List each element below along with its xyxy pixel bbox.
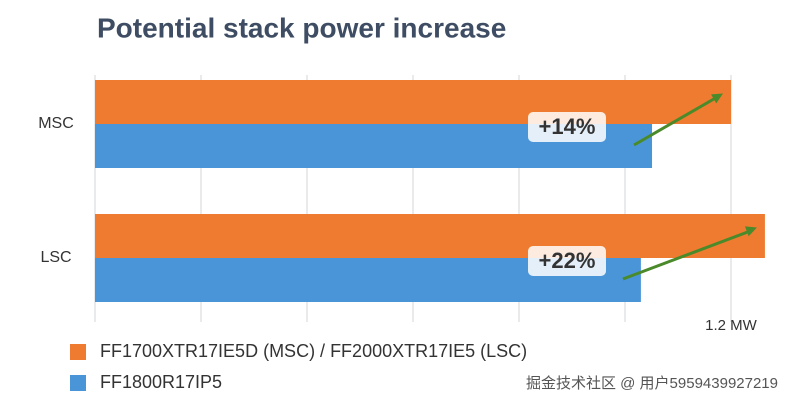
- arrow-head: [744, 226, 757, 237]
- y-tick-label: LSC: [40, 249, 71, 266]
- legend-swatch: [70, 344, 86, 360]
- legend-label: FF1700XTR17IE5D (MSC) / FF2000XTR17IE5 (…: [100, 341, 527, 361]
- chart-title: Potential stack power increase: [97, 12, 506, 43]
- legend-label: FF1800R17IP5: [100, 372, 222, 392]
- arrow-head: [711, 93, 723, 104]
- annotation-box: [528, 246, 606, 276]
- annotation: +22%: [539, 248, 596, 273]
- x-tick-label: 1.2 MW: [705, 317, 758, 334]
- legend-swatch: [70, 375, 86, 391]
- arrow: [622, 228, 754, 281]
- bar: [95, 214, 765, 258]
- watermark: 掘金技术社区 @ 用户5959439927219: [526, 375, 778, 392]
- annotation: +14%: [539, 114, 596, 139]
- annotation-box: [528, 112, 606, 142]
- y-tick-label: MSC: [38, 115, 74, 132]
- bar: [95, 80, 731, 124]
- arrow: [633, 94, 720, 147]
